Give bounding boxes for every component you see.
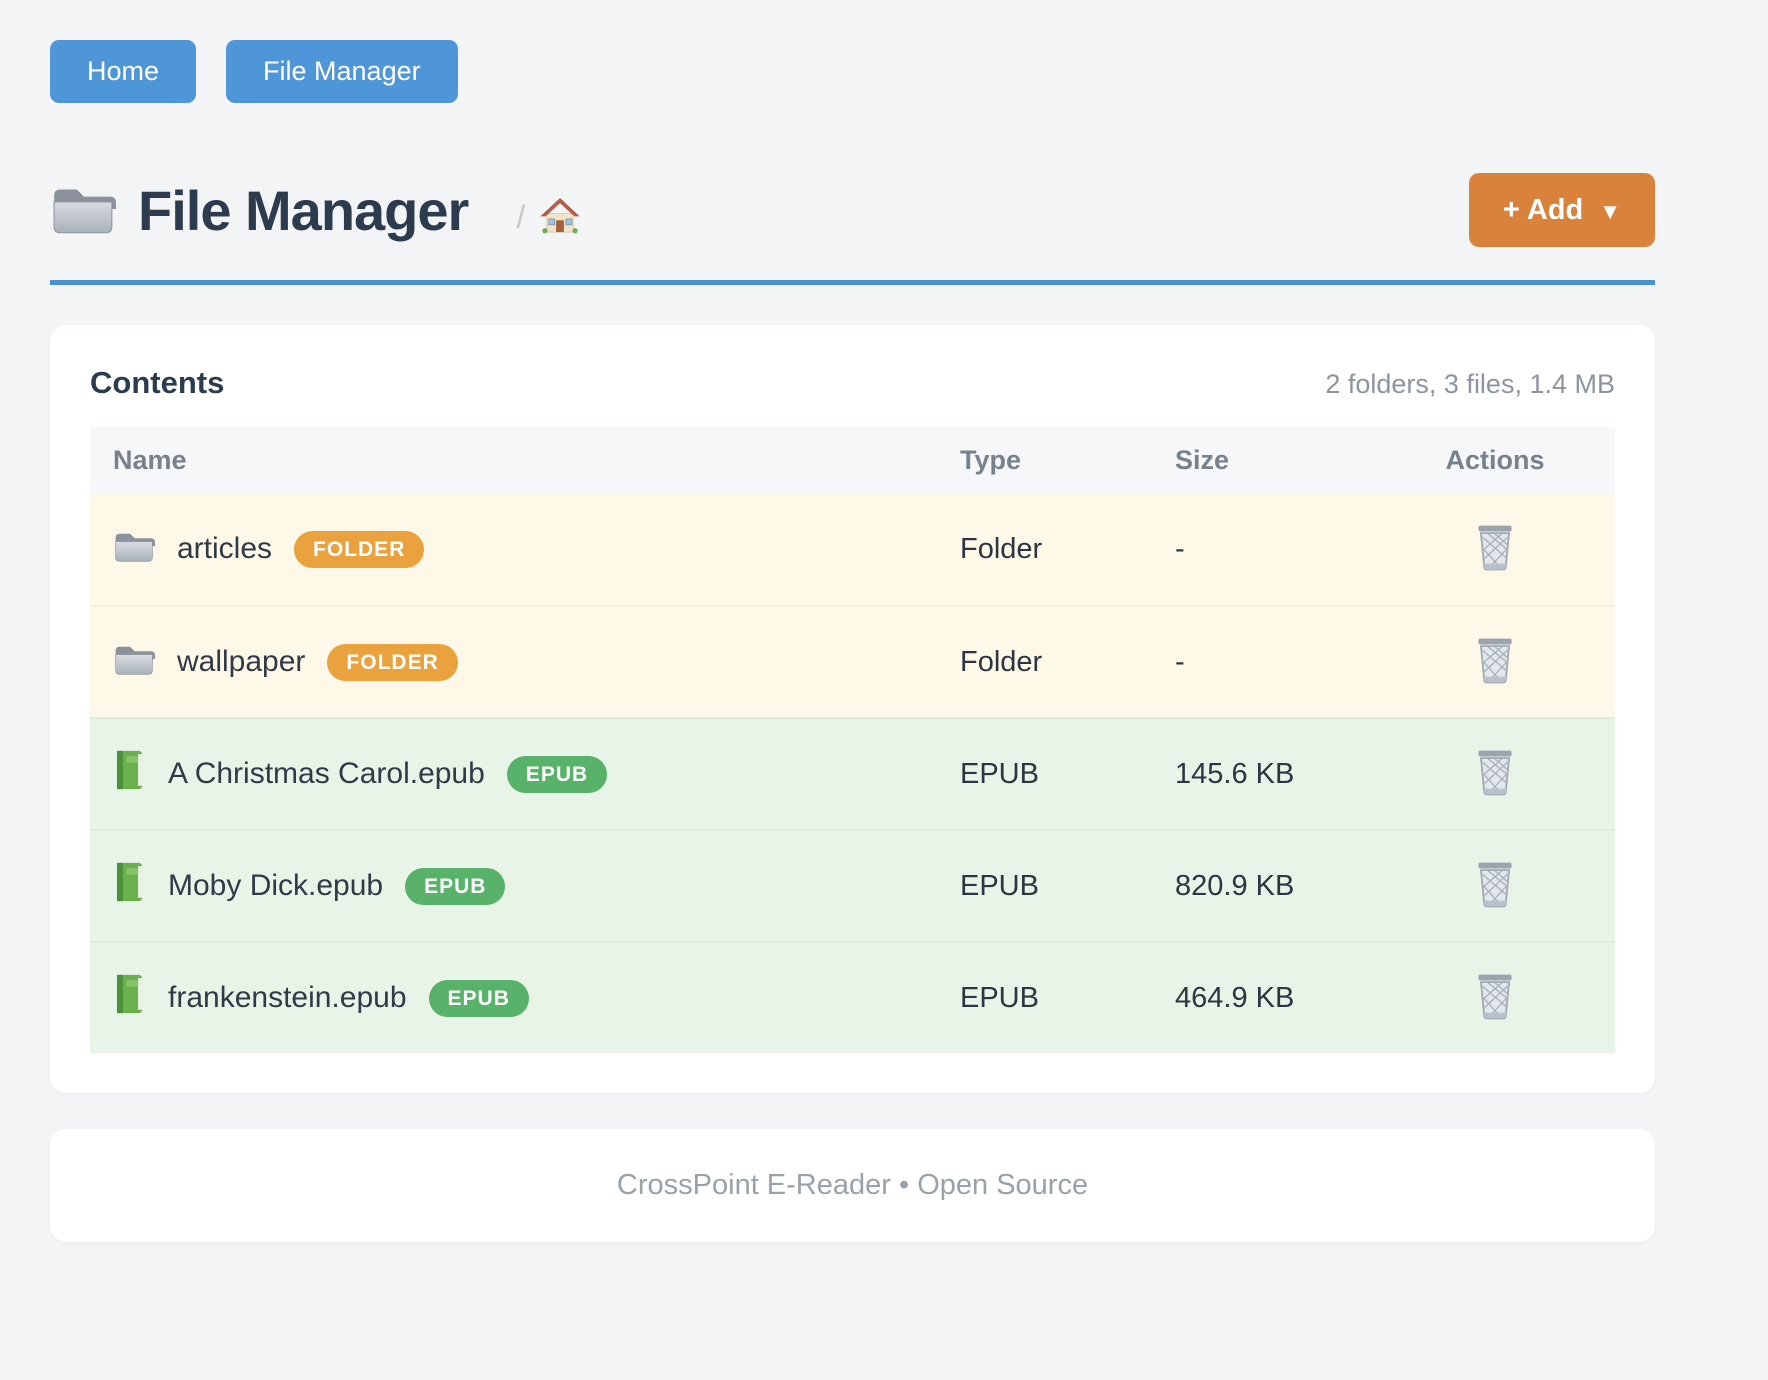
file-size: - bbox=[1175, 645, 1185, 678]
contents-title: Contents bbox=[90, 365, 225, 400]
file-name: Moby Dick.epub bbox=[168, 869, 384, 902]
file-type-badge: EPUB bbox=[405, 867, 506, 905]
folder-icon bbox=[50, 179, 117, 242]
file-type-badge: EPUB bbox=[506, 755, 608, 793]
column-header-actions: Actions bbox=[1445, 444, 1545, 475]
file-table: Name Type Size Actions articles FOLDER F… bbox=[90, 427, 1615, 1053]
book-icon bbox=[113, 749, 146, 799]
breadcrumb-separator: / bbox=[516, 198, 526, 235]
folder-icon bbox=[113, 640, 156, 685]
add-button[interactable]: + Add ▼ bbox=[1468, 173, 1655, 247]
footer: CrossPoint E-Reader • Open Source bbox=[50, 1129, 1655, 1242]
contents-summary: 2 folders, 3 files, 1.4 MB bbox=[1325, 369, 1615, 399]
trash-icon bbox=[1473, 973, 1517, 1024]
table-row[interactable]: frankenstein.epub EPUB EPUB 464.9 KB bbox=[90, 941, 1615, 1053]
file-type: Folder bbox=[960, 532, 1043, 565]
top-nav: Home File Manager bbox=[50, 40, 1655, 103]
table-row[interactable]: articles FOLDER Folder - bbox=[90, 493, 1615, 605]
page: Home File Manager File Manager / + Add ▼… bbox=[50, 0, 1655, 1242]
file-type: Folder bbox=[960, 645, 1043, 678]
trash-icon bbox=[1473, 749, 1517, 800]
delete-button[interactable] bbox=[1469, 633, 1521, 692]
add-button-label: + Add bbox=[1502, 193, 1584, 226]
delete-button[interactable] bbox=[1469, 520, 1521, 579]
file-size: 464.9 KB bbox=[1175, 981, 1295, 1014]
caret-down-icon: ▼ bbox=[1599, 199, 1621, 224]
file-name: A Christmas Carol.epub bbox=[168, 757, 485, 790]
table-row[interactable]: Moby Dick.epub EPUB EPUB 820.9 KB bbox=[90, 829, 1615, 941]
footer-text: CrossPoint E-Reader • Open Source bbox=[616, 1169, 1089, 1201]
file-type: EPUB bbox=[960, 981, 1039, 1014]
breadcrumb: / bbox=[516, 195, 581, 240]
nav-home-button[interactable]: Home bbox=[50, 40, 197, 103]
trash-icon bbox=[1473, 524, 1517, 575]
file-type: EPUB bbox=[960, 757, 1039, 790]
book-icon bbox=[113, 973, 146, 1023]
table-row[interactable]: A Christmas Carol.epub EPUB EPUB 145.6 K… bbox=[90, 717, 1615, 829]
delete-button[interactable] bbox=[1469, 857, 1521, 916]
column-header-type: Type bbox=[960, 444, 1022, 475]
file-type-badge: FOLDER bbox=[294, 530, 425, 568]
file-size: 145.6 KB bbox=[1175, 757, 1295, 790]
column-header-size: Size bbox=[1175, 444, 1230, 475]
page-title: File Manager bbox=[138, 178, 469, 242]
file-name: wallpaper bbox=[177, 645, 306, 678]
delete-button[interactable] bbox=[1469, 745, 1521, 804]
nav-file-manager-button[interactable]: File Manager bbox=[226, 40, 458, 103]
book-icon bbox=[113, 861, 146, 911]
table-body: articles FOLDER Folder - wallpaper FOLDE… bbox=[90, 493, 1615, 1053]
table-row[interactable]: wallpaper FOLDER Folder - bbox=[90, 605, 1615, 717]
delete-button[interactable] bbox=[1469, 969, 1521, 1028]
page-header: File Manager / + Add ▼ bbox=[50, 173, 1655, 247]
file-name: articles bbox=[177, 532, 273, 565]
folder-icon bbox=[113, 527, 156, 572]
file-size: - bbox=[1175, 532, 1185, 565]
table-header: Name Type Size Actions bbox=[90, 427, 1615, 493]
title-divider bbox=[50, 280, 1655, 285]
contents-card: Contents 2 folders, 3 files, 1.4 MB Name… bbox=[50, 325, 1655, 1093]
house-icon[interactable] bbox=[539, 195, 581, 240]
trash-icon bbox=[1473, 861, 1517, 912]
trash-icon bbox=[1473, 637, 1517, 688]
file-type-badge: FOLDER bbox=[327, 643, 458, 681]
file-type-badge: EPUB bbox=[428, 979, 529, 1017]
file-type: EPUB bbox=[960, 869, 1039, 902]
column-header-name: Name bbox=[113, 444, 187, 475]
file-size: 820.9 KB bbox=[1175, 869, 1295, 902]
file-name: frankenstein.epub bbox=[168, 981, 407, 1014]
